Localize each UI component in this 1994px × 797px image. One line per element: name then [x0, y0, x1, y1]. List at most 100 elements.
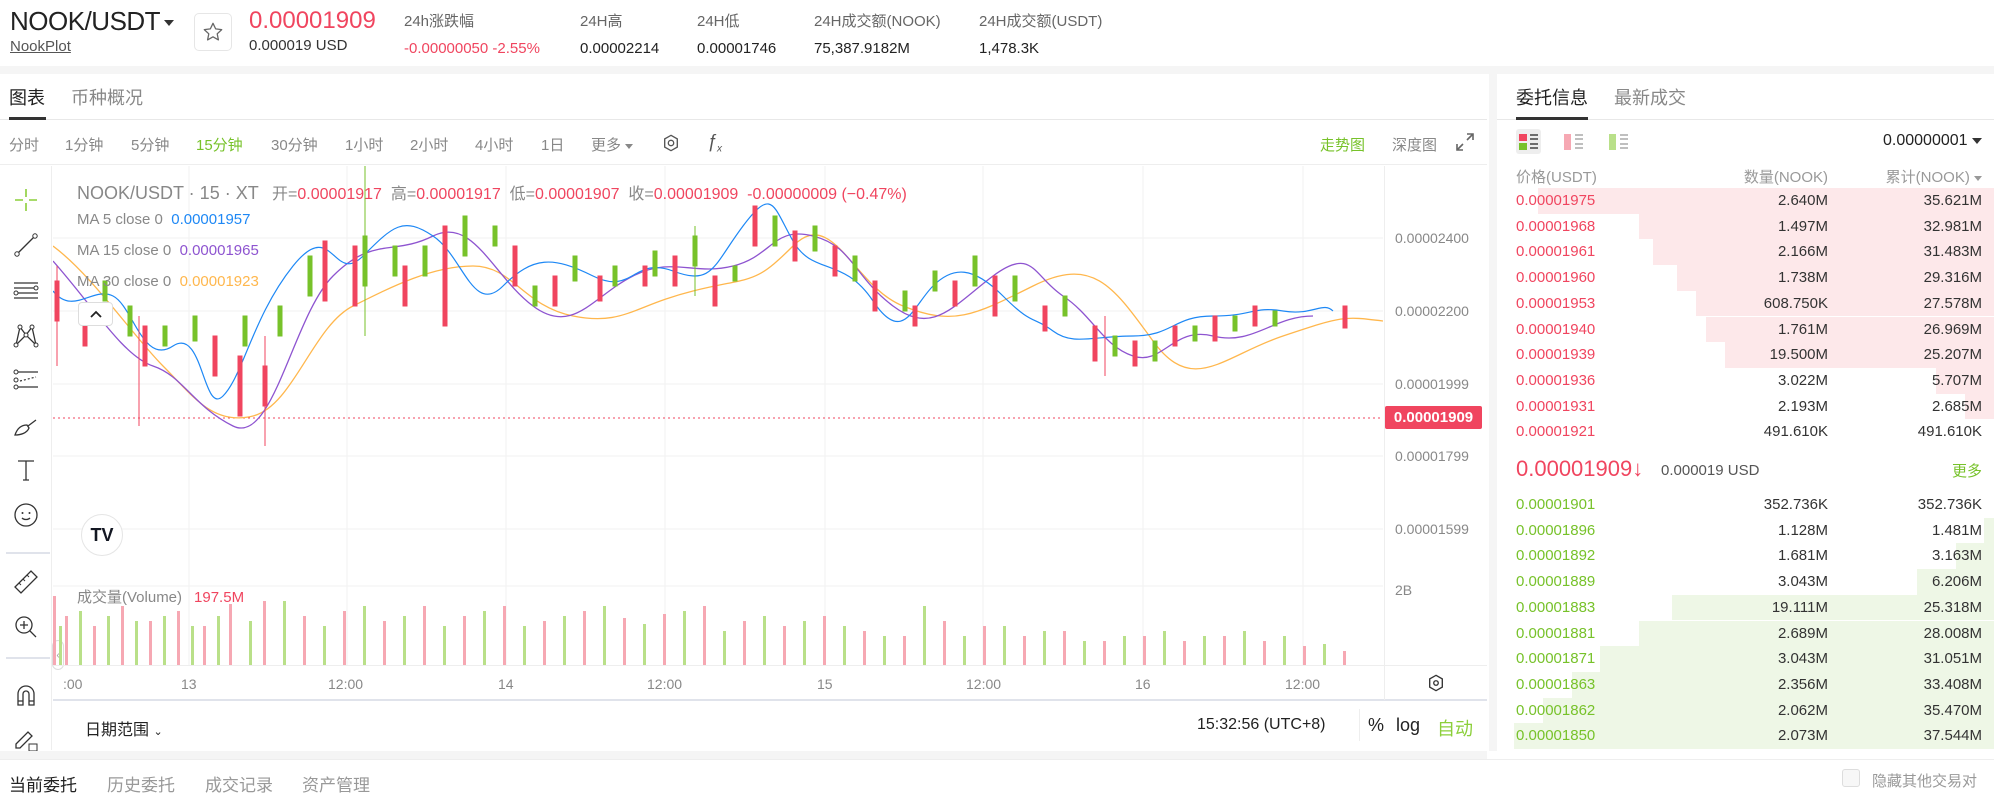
price: 0.00001939 — [1516, 346, 1596, 364]
tab-order-history[interactable]: 历史委托 — [107, 776, 175, 795]
tab-open-orders[interactable]: 当前委托 — [9, 776, 77, 795]
pair-selector[interactable]: NOOK/USDT — [10, 6, 175, 37]
magnet-tool[interactable] — [10, 679, 42, 711]
interval-5m[interactable]: 5分钟 — [131, 137, 170, 154]
pair-name: NOOK/USDT — [10, 6, 161, 36]
bid-row[interactable]: 0.00001863 2.356M 33.408M — [1497, 671, 1994, 698]
ask-row[interactable]: 0.00001939 19.500M 25.207M — [1497, 342, 1994, 368]
pattern-tool[interactable] — [10, 319, 42, 351]
fullscreen-button[interactable] — [1455, 132, 1475, 156]
bid-row[interactable]: 0.00001850 2.073M 37.544M — [1497, 723, 1994, 749]
price: 0.00001863 — [1516, 675, 1596, 693]
tab-trade-history[interactable]: 成交记录 — [205, 776, 273, 795]
candles — [54, 166, 1348, 446]
volume-value: 197.5M — [194, 589, 245, 606]
ask-row[interactable]: 0.00001953 608.750K 27.578M — [1497, 290, 1994, 317]
chart-settings-button[interactable] — [662, 134, 680, 156]
magnet-icon — [17, 685, 35, 706]
tab-asset-management[interactable]: 资产管理 — [302, 776, 370, 795]
price-axis[interactable]: 0.00002400 0.00002200 0.00001999 0.00001… — [1384, 166, 1487, 666]
measure-tool[interactable] — [10, 566, 42, 598]
clock[interactable]: 15:32:56 (UTC+8) — [1197, 716, 1326, 733]
cumulative: 37.544M — [1923, 727, 1982, 745]
bid-row[interactable]: 0.00001892 1.681M 3.163M — [1497, 543, 1994, 570]
ask-row[interactable]: 0.00001960 1.738M 29.316M — [1497, 265, 1994, 291]
interval-4h[interactable]: 4小时 — [475, 137, 514, 154]
hide-other-pairs-checkbox[interactable] — [1842, 769, 1860, 787]
interval-15m[interactable]: 15分钟 — [196, 137, 243, 154]
brush-tool[interactable] — [10, 409, 42, 441]
tab-recent-trades[interactable]: 最新成交 — [1614, 88, 1686, 108]
ask-row[interactable]: 0.00001968 1.497M 32.981M — [1497, 213, 1994, 240]
stat-high: 24H高 0.00002214 — [580, 10, 659, 57]
time-axis[interactable]: :00 13 12:00 14 12:00 15 12:00 16 12:00 — [53, 665, 1487, 701]
ma-label: MA 30 close 0 — [77, 273, 172, 290]
view-asks-button[interactable] — [1561, 129, 1586, 154]
bid-row[interactable]: 0.00001896 1.128M 1.481M — [1497, 517, 1994, 544]
ask-row[interactable]: 0.00001936 3.022M 5.707M — [1497, 367, 1994, 394]
ask-row[interactable]: 0.00001921 491.610K 491.610K — [1497, 419, 1994, 445]
pattern-icon — [13, 324, 39, 348]
interval-timeline[interactable]: 分时 — [9, 137, 40, 154]
bid-row[interactable]: 0.00001889 3.043M 6.206M — [1497, 569, 1994, 595]
bid-row[interactable]: 0.00001881 2.689M 28.008M — [1497, 620, 1994, 647]
orderbook-both-icon — [1518, 133, 1538, 150]
candlestick-chart[interactable] — [52, 166, 1384, 666]
zoom-in-tool[interactable] — [10, 611, 42, 643]
bid-row[interactable]: 0.00001901 352.736K 352.736K — [1497, 492, 1994, 518]
date-range-dropdown[interactable]: 日期范围 ⌄ — [85, 716, 163, 740]
more-intervals-dropdown[interactable]: 更多 — [591, 134, 634, 155]
chart-toolbar: 分时 1分钟 5分钟 15分钟 30分钟 1小时 2小时 4小时 1日 更多 ƒ… — [0, 121, 1487, 165]
order-book-tabs: 委托信息 最新成交 — [1497, 74, 1994, 120]
emoji-tool[interactable] — [10, 499, 42, 531]
indicators-fx-icon[interactable]: ƒx — [707, 131, 723, 155]
more-button[interactable]: 更多 — [1951, 463, 1982, 480]
text-tool[interactable] — [10, 454, 42, 486]
depth-view-button[interactable]: 深度图 — [1392, 137, 1438, 154]
collapse-legend-button[interactable] — [78, 302, 113, 326]
trend-view-button[interactable]: 走势图 — [1320, 137, 1366, 154]
bid-row[interactable]: 0.00001862 2.062M 35.470M — [1497, 697, 1994, 724]
auto-scale-toggle[interactable]: 自动 — [1437, 719, 1473, 739]
tab-chart[interactable]: 图表 — [9, 88, 45, 108]
chevron-up-icon — [89, 310, 102, 318]
trend-line-tool[interactable] — [10, 229, 42, 261]
fib-tool[interactable] — [10, 364, 42, 396]
lock-drawings-tool[interactable] — [10, 722, 42, 754]
cumulative: 491.610K — [1917, 423, 1982, 441]
interval-1m[interactable]: 1分钟 — [65, 137, 104, 154]
interval-2h[interactable]: 2小时 — [410, 137, 449, 154]
percent-scale-toggle[interactable]: % — [1368, 715, 1385, 735]
stat-label: 24H低 — [697, 13, 740, 30]
chevron-down-icon: ⌄ — [153, 726, 163, 738]
ask-row[interactable]: 0.00001931 2.193M 2.685M — [1497, 393, 1994, 420]
project-link[interactable]: NookPlot — [10, 38, 71, 55]
favorite-button[interactable] — [194, 13, 232, 51]
tab-coin-overview[interactable]: 币种概况 — [71, 88, 143, 108]
chevron-left-icon: ‹ — [56, 649, 60, 661]
ask-row[interactable]: 0.00001961 2.166M 31.483M — [1497, 239, 1994, 266]
interval-1d[interactable]: 1日 — [541, 137, 565, 154]
bid-row[interactable]: 0.00001883 19.111M 25.318M — [1497, 594, 1994, 621]
price: 0.00001961 — [1516, 243, 1596, 261]
view-both-button[interactable] — [1516, 129, 1541, 154]
bid-row[interactable]: 0.00001871 3.043M 31.051M — [1497, 646, 1994, 672]
price-tick: 0.00001599 — [1395, 521, 1469, 537]
interval-30m[interactable]: 30分钟 — [271, 137, 318, 154]
interval-1h[interactable]: 1小时 — [345, 137, 384, 154]
precision-dropdown[interactable]: 0.00000001 — [1883, 132, 1982, 150]
tradingview-logo[interactable]: TV — [81, 514, 123, 556]
parallel-lines-tool[interactable] — [10, 274, 42, 306]
col-total[interactable]: 累计(NOOK) — [1886, 166, 1982, 187]
quantity: 2.689M — [1777, 624, 1828, 642]
view-bids-button[interactable] — [1606, 129, 1631, 154]
price: 0.00001896 — [1516, 521, 1596, 539]
ma-value: 0.00001957 — [171, 211, 251, 228]
ask-row[interactable]: 0.00001975 2.640M 35.621M — [1497, 188, 1994, 214]
tab-order-book[interactable]: 委托信息 — [1516, 88, 1588, 108]
crosshair-tool[interactable] — [10, 184, 42, 216]
axis-settings-button[interactable] — [1384, 666, 1487, 700]
time-tick: 12:00 — [328, 676, 364, 692]
log-scale-toggle[interactable]: log — [1396, 715, 1421, 735]
ask-row[interactable]: 0.00001940 1.761M 26.969M — [1497, 316, 1994, 343]
